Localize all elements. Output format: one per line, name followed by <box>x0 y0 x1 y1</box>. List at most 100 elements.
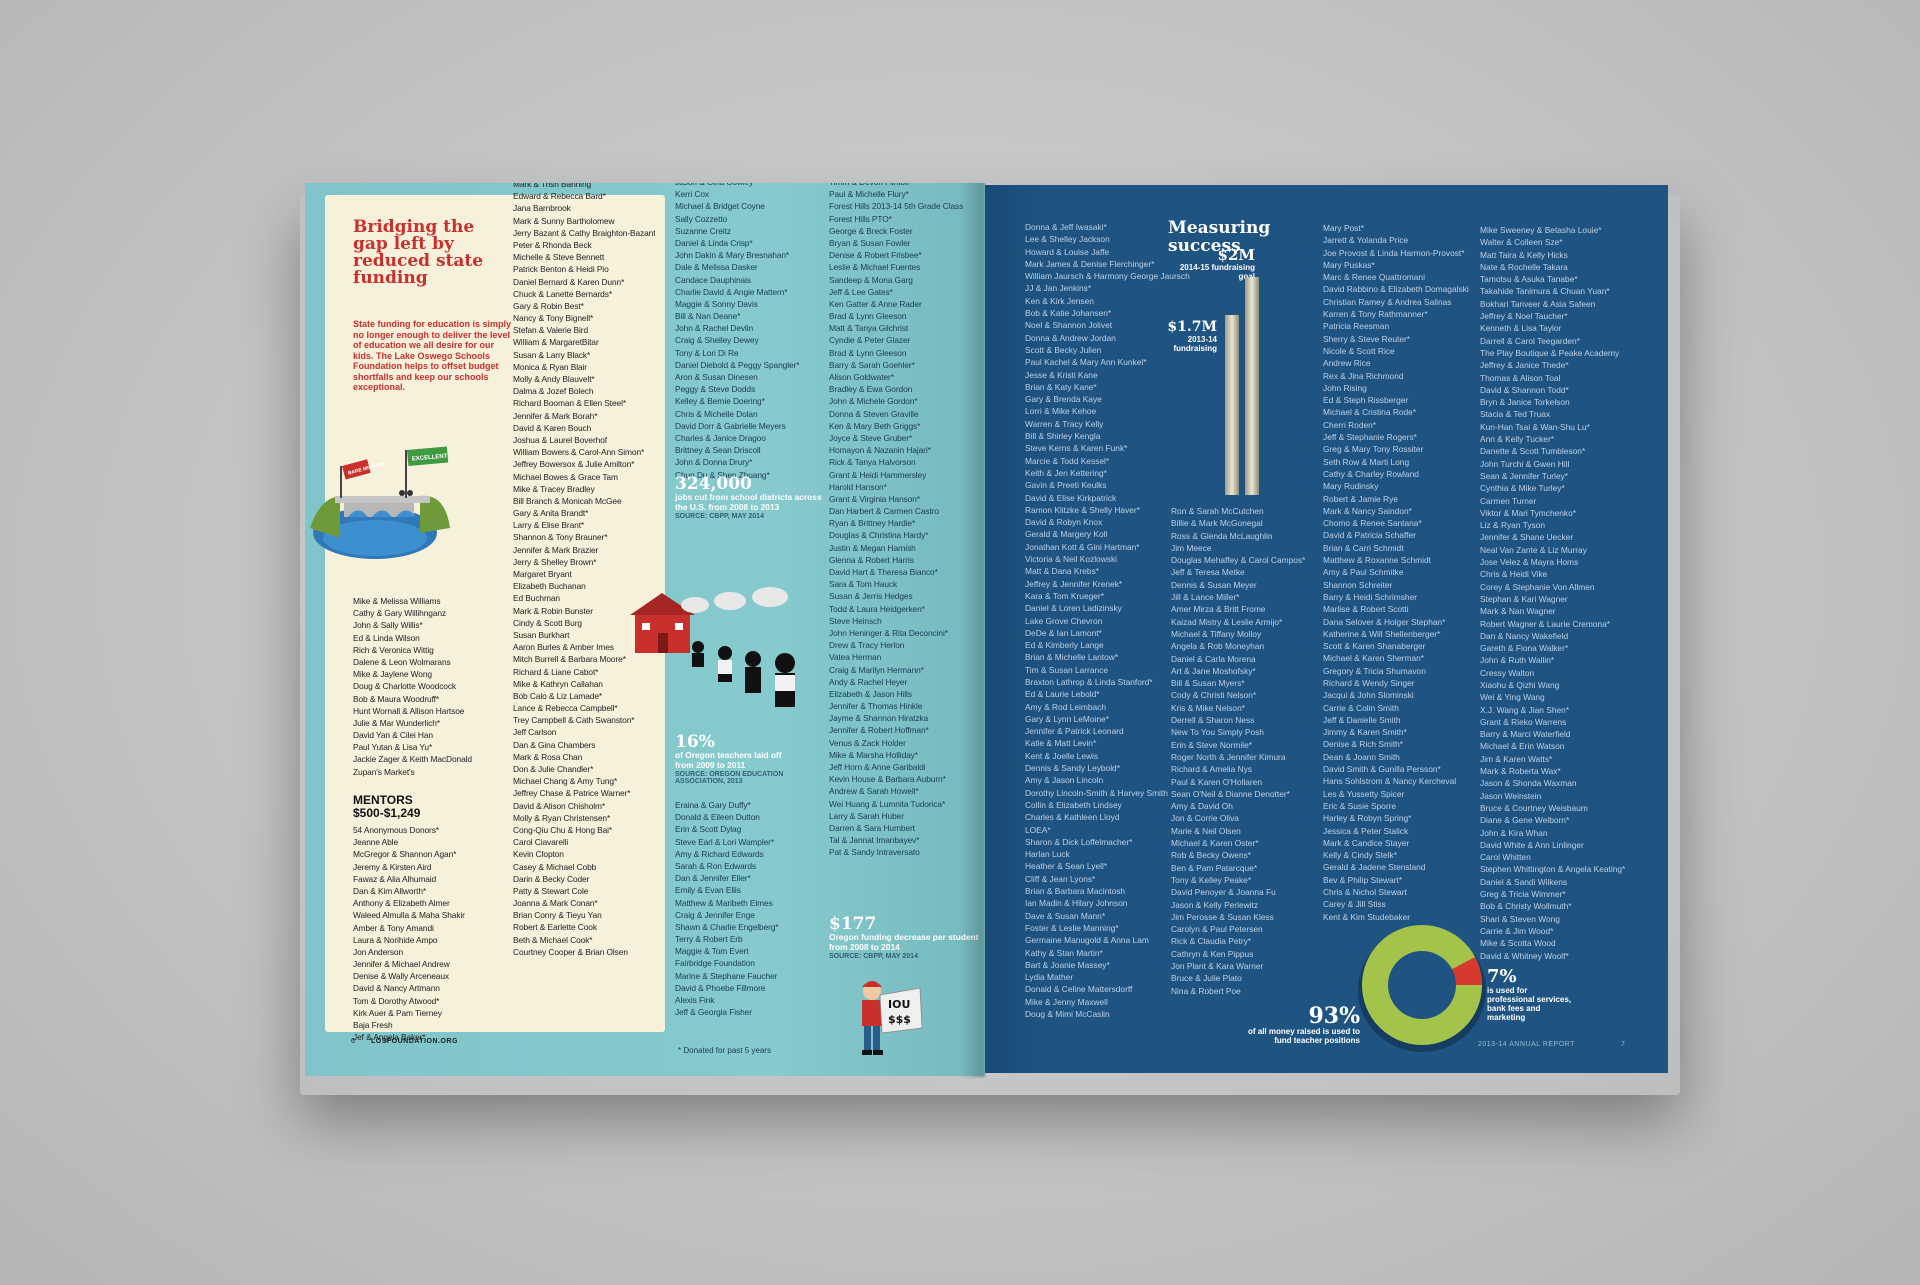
donor-name: Jennifer & Patrick Leonard <box>1025 726 1124 737</box>
donor-name: Dan & Kim Allworth* <box>353 885 427 896</box>
donor-name: John & Ruth Wallin* <box>1480 655 1555 666</box>
donor-name: Grant & Heidi Hammersley <box>829 469 927 480</box>
donor-name: Jeff Carlson <box>513 727 557 738</box>
donor-name: Fairbridge Foundation <box>675 958 755 969</box>
donor-name: Forest Hills PTO* <box>829 213 892 224</box>
donor-name: Grant & Rieko Warrens <box>1480 716 1567 727</box>
donor-name: Rick & Tanya Halvorson <box>829 457 916 468</box>
donor-name: Jennifer & Robert Hoffman* <box>829 725 929 736</box>
donor-name: Dan Harbert & Carmen Castro <box>829 506 939 517</box>
donor-list-r-col1: Donna & Jeff Iwasaki* Lee & Shelley Jacks… <box>1025 221 1190 1020</box>
donor-name: John & Kira Whan <box>1480 827 1548 838</box>
donor-name: Bob Calo & Liz Lamade* <box>513 690 603 701</box>
donor-name: Corey & Stephanie Von Allmen <box>1480 581 1595 592</box>
donor-name: Kirk Auer & Pam Tierney <box>353 1007 442 1018</box>
donor-name: Patricia Reesman <box>1323 321 1390 332</box>
donor-name: Maggie & Sonny Davis <box>675 298 758 309</box>
donor-name: Chomo & Renee Santana* <box>1323 518 1422 529</box>
donor-name: Heather & Sean Lyell* <box>1025 861 1108 872</box>
donor-name: Jennifer & Thomas Hinkle <box>829 701 923 712</box>
donor-name: Kris & Mike Nelson* <box>1171 702 1246 713</box>
mentors-heading: MENTORS $500-$1,249 <box>353 793 421 820</box>
stat-324000: 324,000 jobs cut from school districts a… <box>675 474 822 520</box>
donor-name: Marc & Renee Quattromani <box>1323 272 1425 283</box>
donor-name: Angela & Rob Moneyhan <box>1171 641 1265 652</box>
left-page: Bridging the gap left by reduced state f… <box>305 183 985 1076</box>
donor-name: Michael & Karen Oster* <box>1171 838 1259 849</box>
donor-name: Jose Velez & Mayra Homs <box>1480 557 1579 568</box>
donor-name: Karren & Tony Rathmanner* <box>1323 309 1428 320</box>
donor-name: Kelley & Bernie Doering* <box>675 396 765 407</box>
donor-name: Tim & Susan Larrance <box>1025 664 1109 675</box>
donor-name: Molly & Ryan Christensen* <box>513 812 611 823</box>
svg-text:$$$: $$$ <box>888 1013 911 1026</box>
donor-name: Viktor & Mari Tymchenko* <box>1480 507 1577 518</box>
donor-name: Sean O'Neil & Dianne Denotter* <box>1171 788 1290 799</box>
donor-name: John & Donna Drury* <box>675 457 753 468</box>
donor-name: Ron & Sarah McCutchen <box>1171 506 1264 516</box>
donor-name: Homayon & Nazanin Hajari* <box>829 445 931 456</box>
donor-name: Dennis & Sandy Leybold* <box>1025 763 1120 774</box>
donor-name: Larry & Elise Brant* <box>513 520 585 531</box>
donor-name: Jim & Karen Watts* <box>1480 753 1553 764</box>
donor-name: John & Michele Gordon* <box>829 396 918 407</box>
donor-name: Keith & Jen Kettering* <box>1025 467 1107 478</box>
donor-name: Amy & Jason Lincoln <box>1025 775 1104 786</box>
donor-name: Denise & Wally Arceneaux <box>353 971 449 982</box>
donor-name: Bob & Katie Johansen* <box>1025 308 1112 319</box>
donor-name: Larry & Sarah Huber <box>829 810 904 821</box>
donor-name: Carol Whitten <box>1480 852 1531 863</box>
donor-name: Jim Perosse & Susan Kless <box>1171 911 1274 922</box>
donor-name: Casey & Michael Cobb <box>513 861 597 872</box>
donor-name: Shannon Schreiter <box>1323 579 1393 590</box>
donor-name: Susan & Larry Black* <box>513 349 591 360</box>
donor-name: Bradley & Ewa Gordon <box>829 384 913 395</box>
donor-name: Chris & Nichol Stewart <box>1323 887 1407 898</box>
donor-name: Julie & Mar Wunderlich* <box>353 717 440 728</box>
donor-name: Anthony & Elizabeth Almer <box>353 898 450 909</box>
donor-name: Dale & Melissa Dasker <box>675 262 758 273</box>
donor-name: Stacia & Ted Truax <box>1480 409 1551 420</box>
donor-name: JJ & Jan Jenkins* <box>1025 283 1092 294</box>
donor-name: Susan & Jerris Hedges <box>829 591 913 602</box>
donor-name: William & MargaretBitar <box>513 337 599 348</box>
donor-name: 54 Anonymous Donors* <box>353 825 439 835</box>
donor-name: Jeff & Teresa Metke <box>1171 567 1245 578</box>
donor-name: William Bowers & Carol-Ann Simon* <box>513 447 645 458</box>
donor-name: Gerald & Jadene Stensland <box>1323 862 1426 873</box>
donor-name: Jef & Angela Baker* <box>353 1032 426 1043</box>
donor-name: Justin & Megan Harnish <box>829 542 916 553</box>
donor-name: Danette & Scott Tumbleson* <box>1480 446 1586 457</box>
donor-name: Michael Bowes & Grace Tam <box>513 471 618 482</box>
donor-name: Shannon & Tony Brauner* <box>513 532 608 543</box>
donor-name: Amber & Tony Amandi <box>353 922 434 933</box>
donor-name: Jeff Horn & Anne Garibaldi <box>829 762 926 772</box>
donor-name: Jeanne Able <box>353 837 399 848</box>
donor-name: Katherine & Will Shellenberger* <box>1323 628 1441 639</box>
donor-name: Laura & Norihide Ampo <box>353 934 438 945</box>
donor-name: Cyndie & Peter Glazer <box>829 335 911 346</box>
donor-name: Jennifer & Mark Borah* <box>513 410 598 421</box>
donor-name: Greg & Mary Tony Rossiter <box>1323 444 1424 455</box>
donor-name: Germaine Manugold & Anna Lam <box>1025 935 1149 946</box>
donor-name: David & Shannon Todd* <box>1480 384 1569 395</box>
donor-name: Gary & Lynn LeMoine* <box>1025 713 1109 724</box>
donor-name: Nancy & Tony Bignell* <box>513 313 594 324</box>
donor-name: David Rabbino & Elizabeth Domagalski <box>1323 284 1469 295</box>
donor-name: Peggy & Steve Dodds <box>675 384 756 395</box>
donor-name: X.J. Wang & Jian Shen* <box>1480 704 1570 715</box>
donor-name: Ed & Kimberly Lange <box>1025 640 1104 651</box>
donor-name: Jim Meece <box>1171 542 1212 553</box>
donor-name: Joe Provost & Linda Harmon-Provost* <box>1323 247 1465 258</box>
donor-name: Matt Taira & Kelly Hicks <box>1480 249 1568 260</box>
donor-name: Trey Campbell & Cath Swanston* <box>513 715 635 726</box>
donor-name: Ramon Klitzke & Shelly Haver* <box>1025 504 1140 515</box>
pct93-block: 93% of all money raised is used to fund … <box>1247 1003 1360 1045</box>
donor-name: Barry & Marci Waterfield <box>1480 729 1571 740</box>
donor-name: Ken Gatter & Anne Rader <box>829 298 922 309</box>
donor-name: Cliff & Jean Lyons* <box>1025 873 1096 884</box>
donor-name: Rob & Becky Owens* <box>1171 850 1252 861</box>
donor-name: Jeff & Georgia Fisher <box>675 1007 752 1018</box>
donor-name: Mary Puskas* <box>1323 259 1375 270</box>
